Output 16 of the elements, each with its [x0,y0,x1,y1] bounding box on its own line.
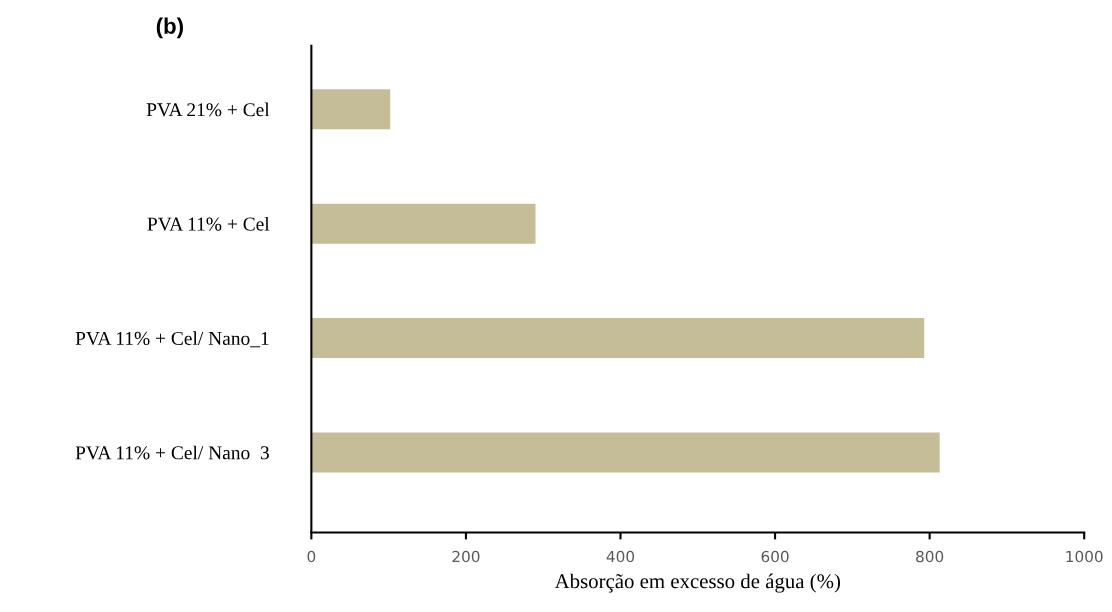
y-tick-label: PVA 21% + Cel [146,102,270,117]
x-tick-label: 200 [452,550,480,563]
x-tick-label: 800 [916,550,944,563]
x-tick-label: 1000 [1066,550,1103,563]
x-tick-label: 400 [606,550,635,563]
bar [311,318,925,359]
bar [311,432,940,473]
y-tick-label: PVA 11% + Cel/ Nano_1 [75,331,269,348]
y-tick-label: PVA 11% + Cel [147,216,270,231]
x-tick-label: 600 [761,550,789,563]
bar [311,203,536,244]
x-axis-title: Absorção em excesso de água (%) [554,573,841,593]
y-tick-label: PVA 11% + Cel/ Nano 3 [75,445,269,460]
x-tick-label: 0 [307,550,316,563]
chart-title: (b) [156,17,183,39]
bar [311,89,391,130]
